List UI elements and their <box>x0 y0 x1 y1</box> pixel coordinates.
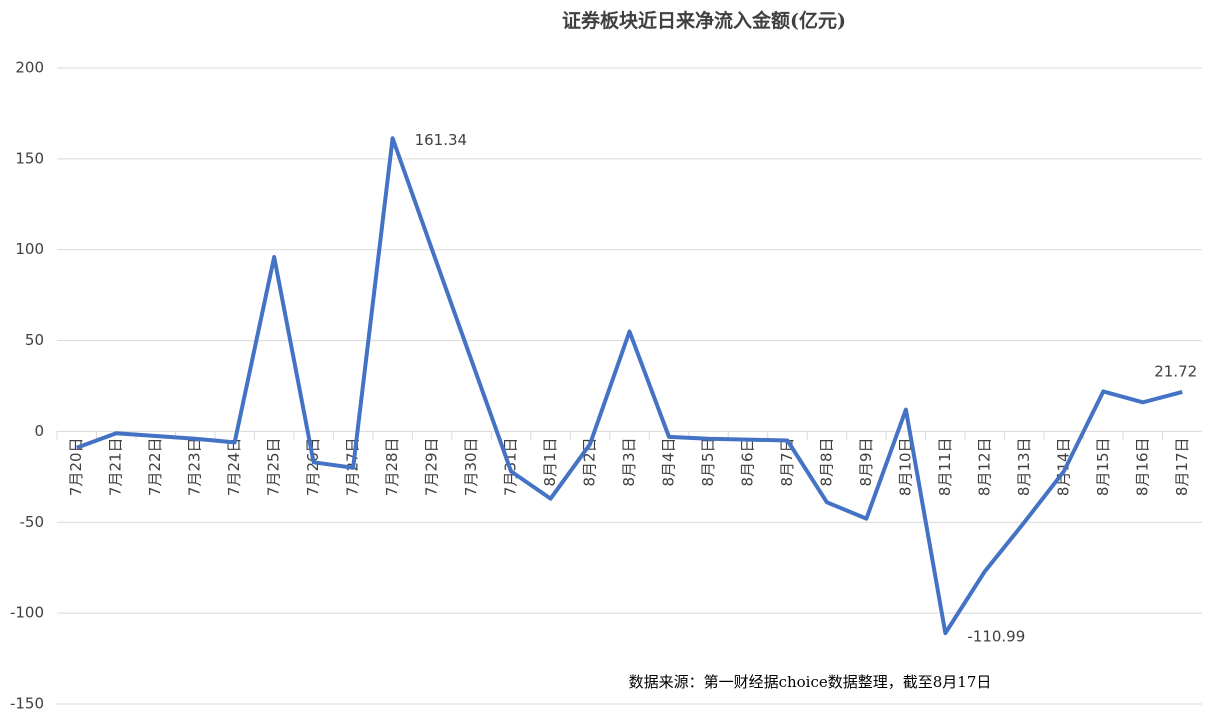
line <box>76 136 1183 636</box>
x-tick-label: 8月3日 <box>620 437 638 486</box>
y-tick-label: 100 <box>15 240 44 258</box>
y-tick-label: -150 <box>10 695 44 713</box>
y-tick-label: 50 <box>25 331 44 349</box>
y-tick-label: 200 <box>15 59 44 77</box>
x-tick-label: 7月29日 <box>423 437 441 496</box>
x-tick-label: 8月16日 <box>1133 437 1151 496</box>
y-tick-label: -50 <box>20 513 45 531</box>
x-tick-label: 8月1日 <box>541 437 559 486</box>
x-tick-label: 8月12日 <box>975 437 993 496</box>
x-tick-label: 8月5日 <box>699 437 717 486</box>
x-tick-label: 8月7日 <box>778 437 796 486</box>
x-tick-label: 8月10日 <box>896 437 914 496</box>
x-tick-label: 8月15日 <box>1094 437 1112 496</box>
y-tick-label: -100 <box>10 604 44 622</box>
x-tick-label: 7月30日 <box>462 437 480 496</box>
source-note: 数据来源：第一财经据choice数据整理，截至8月17日 <box>629 673 992 691</box>
x-tick-label: 7月23日 <box>186 437 204 496</box>
x-tick-label: 8月9日 <box>857 437 875 486</box>
x-tick-label: 8月6日 <box>738 437 756 486</box>
x-tick-label: 7月21日 <box>107 437 125 496</box>
x-tick-label: 8月11日 <box>936 437 954 496</box>
x-tick-label: 8月8日 <box>817 437 835 486</box>
x-tick-label: 7月25日 <box>265 437 283 496</box>
data-label: -110.99 <box>967 628 1025 646</box>
x-tick-label: 7月24日 <box>225 437 243 496</box>
chart-title: 证券板块近日来净流入金额(亿元) <box>562 9 846 32</box>
y-tick-label: 0 <box>34 422 44 440</box>
x-tick-label: 8月4日 <box>659 437 677 486</box>
x-tick-label: 7月20日 <box>67 437 85 496</box>
y-tick-label: 150 <box>15 149 44 167</box>
x-tick-label: 8月13日 <box>1015 437 1033 496</box>
data-label: 161.34 <box>415 131 468 149</box>
x-tick-label: 7月22日 <box>146 437 164 496</box>
data-label: 21.72 <box>1154 362 1197 380</box>
x-tick-label: 7月28日 <box>383 437 401 496</box>
x-tick-label: 7月26日 <box>304 437 322 496</box>
x-tick-label: 8月17日 <box>1173 437 1191 496</box>
x-tick-label: 8月14日 <box>1054 437 1072 496</box>
